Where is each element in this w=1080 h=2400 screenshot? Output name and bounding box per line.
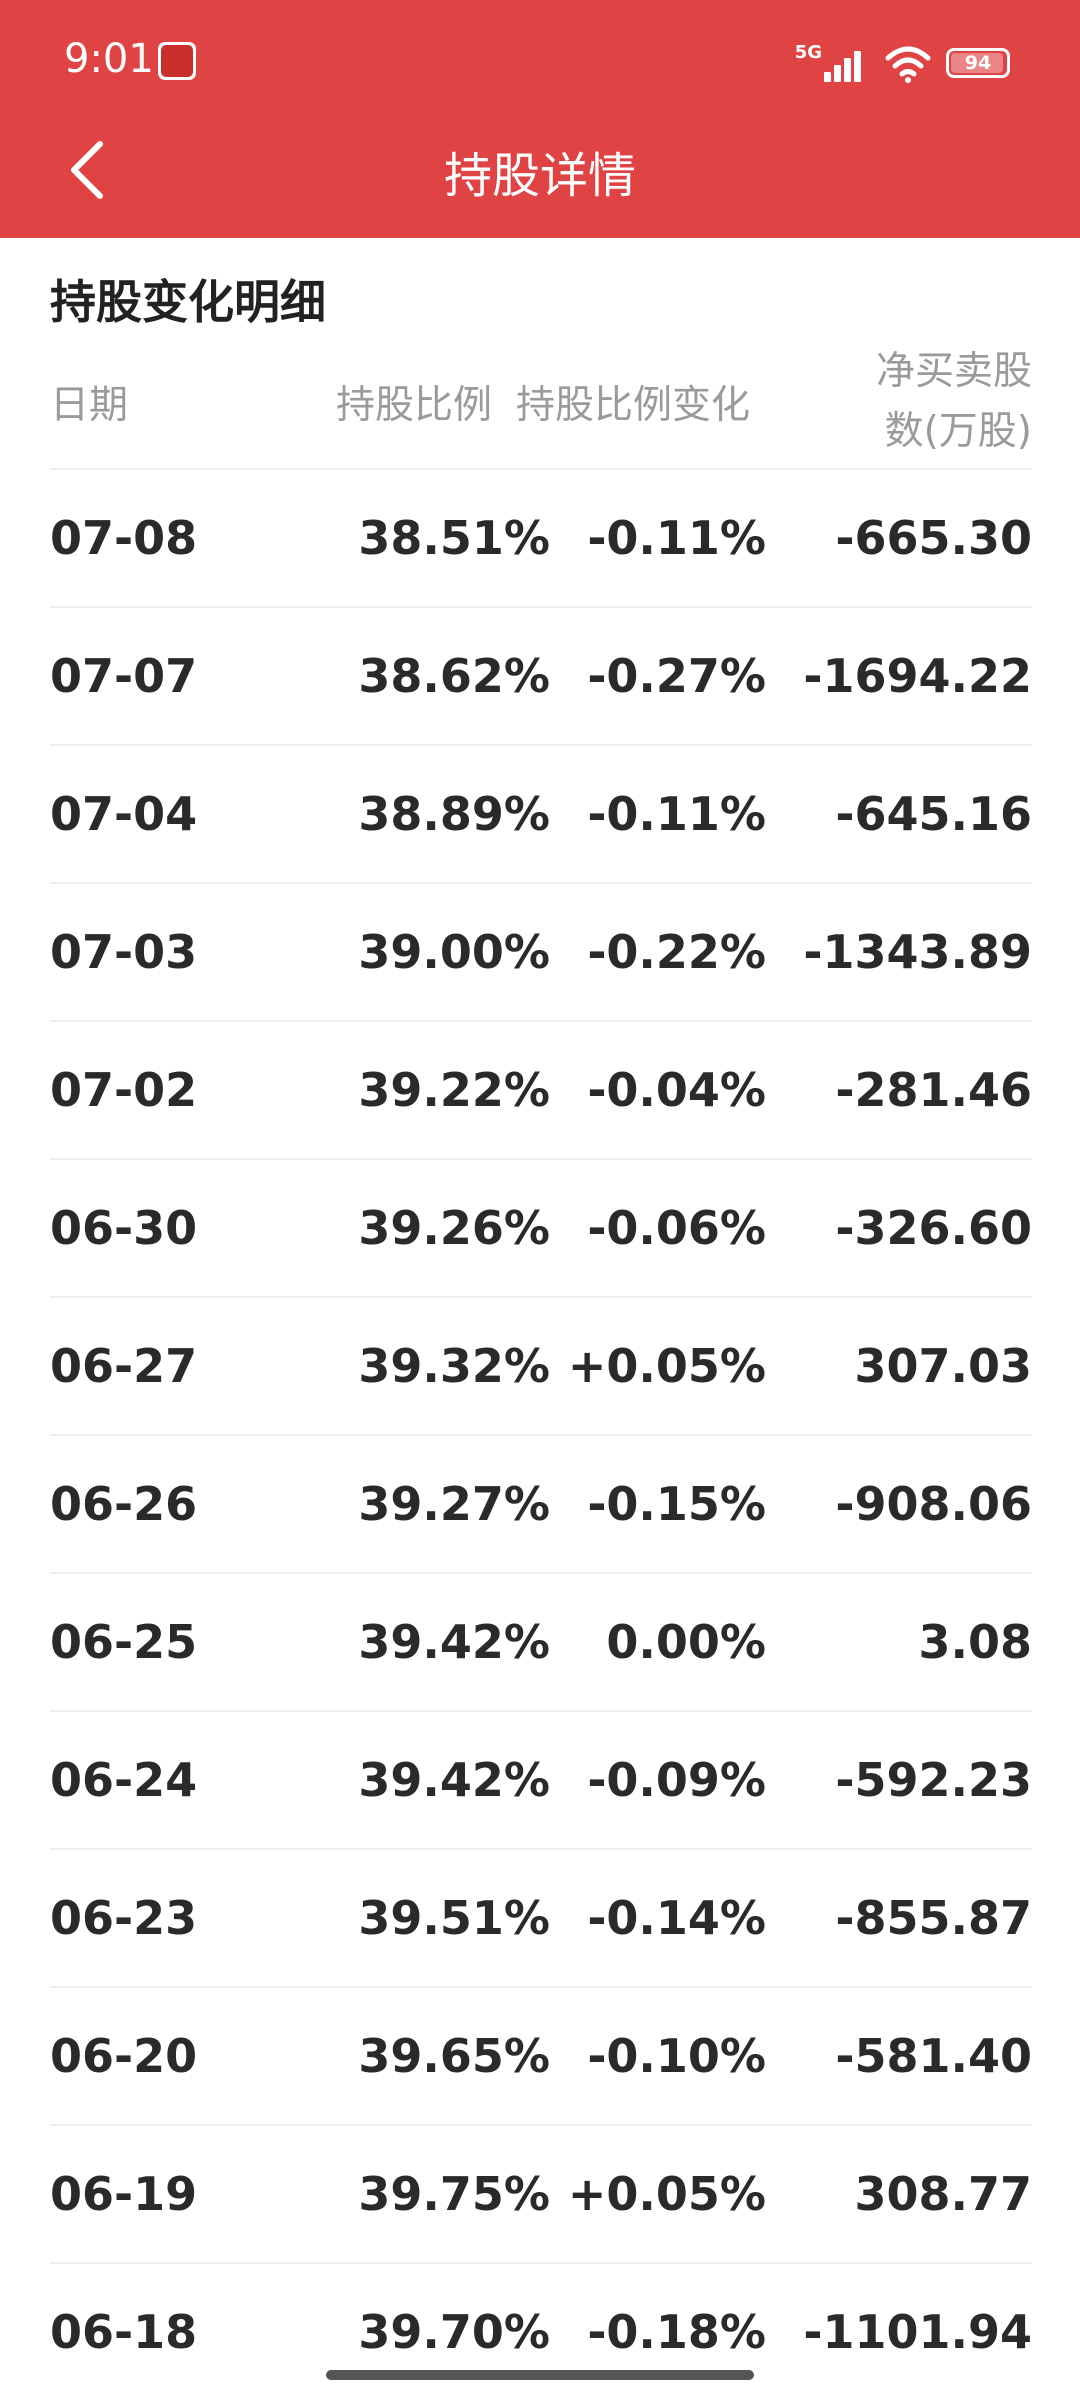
table-row[interactable]: 06-25 39.42% 0.00% 3.08 [50,1574,1032,1712]
app-header: 9:01 5G 94 [0,0,1080,238]
cell-change: +0.05% [567,2167,766,2221]
table-row[interactable]: 06-18 39.70% -0.18% -1101.94 [50,2264,1032,2400]
cell-date: 06-30 [50,1201,198,1255]
cell-date: 06-18 [50,2305,198,2359]
cell-net: -1101.94 [803,2305,1032,2359]
cell-net: -908.06 [835,1477,1032,1531]
cell-date: 07-08 [50,511,198,565]
table-row[interactable]: 06-19 39.75% +0.05% 308.77 [50,2126,1032,2264]
network-type-label: 5G [794,42,822,63]
column-header-net: 净买卖股 数(万股) [802,342,1032,462]
table-row[interactable]: 06-26 39.27% -0.15% -908.06 [50,1436,1032,1574]
cell-ratio: 39.70% [358,2305,550,2359]
cell-net: 3.08 [918,1615,1033,1669]
cell-date: 07-03 [50,925,198,979]
section-title: 持股变化明细 [50,275,326,329]
table-row[interactable]: 07-08 38.51% -0.11% -665.30 [50,470,1032,608]
cell-ratio: 39.75% [358,2167,550,2221]
cell-date: 06-25 [50,1615,198,1669]
cell-change: -0.09% [587,1753,766,1807]
column-header-change: 持股比例变化 [516,383,751,428]
cell-change: -0.11% [587,787,766,841]
cell-date: 07-02 [50,1063,198,1117]
cell-net: 308.77 [854,2167,1032,2221]
table-row[interactable]: 06-20 39.65% -0.10% -581.40 [50,1988,1032,2126]
cellular-signal-icon [824,46,870,82]
column-header-net-line1: 净买卖股 [875,349,1032,394]
cell-change: -0.11% [587,511,766,565]
cell-ratio: 39.42% [358,1615,550,1669]
back-button[interactable] [56,130,126,210]
column-header-net-line2: 数(万股) [884,409,1032,454]
holdings-table: 日期 持股比例 持股比例变化 净买卖股 数(万股) 07-08 38.51% -0.… [50,338,1032,2400]
table-row[interactable]: 07-02 39.22% -0.04% -281.46 [50,1022,1032,1160]
cell-change: 0.00% [606,1615,766,1669]
status-icons: 5G 94 [760,40,1020,84]
cell-ratio: 39.22% [358,1063,550,1117]
cell-change: +0.05% [567,1339,766,1393]
wifi-icon [885,46,931,83]
cell-date: 06-23 [50,1891,198,1945]
cell-change: -0.15% [587,1477,766,1531]
cell-date: 06-24 [50,1753,198,1807]
table-row[interactable]: 07-07 38.62% -0.27% -1694.22 [50,608,1032,746]
cell-net: -281.46 [835,1063,1032,1117]
battery-level: 94 [964,52,992,74]
cell-change: -0.22% [587,925,766,979]
cell-ratio: 38.89% [358,787,550,841]
cell-ratio: 39.26% [358,1201,550,1255]
battery-icon: 94 [946,48,1010,78]
cell-net: -665.30 [835,511,1032,565]
cell-ratio: 38.51% [358,511,550,565]
cell-ratio: 39.27% [358,1477,550,1531]
cell-date: 07-04 [50,787,198,841]
cell-net: -1694.22 [803,649,1032,703]
cell-net: -1343.89 [803,925,1032,979]
status-bar: 9:01 5G 94 [0,0,1080,120]
cell-date: 06-26 [50,1477,198,1531]
cell-date: 06-19 [50,2167,198,2221]
table-row[interactable]: 06-23 39.51% -0.14% -855.87 [50,1850,1032,1988]
cell-ratio: 39.51% [358,1891,550,1945]
table-row[interactable]: 07-03 39.00% -0.22% -1343.89 [50,884,1032,1022]
chevron-left-icon [71,141,103,199]
status-time: 9:01 [64,36,154,82]
cell-net: -592.23 [835,1753,1032,1807]
table-row[interactable]: 06-24 39.42% -0.09% -592.23 [50,1712,1032,1850]
cell-ratio: 39.00% [358,925,550,979]
table-header: 日期 持股比例 持股比例变化 净买卖股 数(万股) [50,338,1032,470]
cell-date: 06-20 [50,2029,198,2083]
cell-net: 307.03 [854,1339,1032,1393]
cell-change: -0.14% [587,1891,766,1945]
table-row[interactable]: 06-30 39.26% -0.06% -326.60 [50,1160,1032,1298]
cell-change: -0.06% [587,1201,766,1255]
cell-change: -0.18% [587,2305,766,2359]
cell-ratio: 38.62% [358,649,550,703]
table-row[interactable]: 06-27 39.32% +0.05% 307.03 [50,1298,1032,1436]
cell-net: -581.40 [835,2029,1032,2083]
cell-net: -645.16 [835,787,1032,841]
cell-ratio: 39.65% [358,2029,550,2083]
cell-ratio: 39.42% [358,1753,550,1807]
page-title: 持股详情 [443,148,636,204]
table-body: 07-08 38.51% -0.11% -665.30 07-07 38.62% -0.27… [50,470,1032,2400]
column-header-date: 日期 [50,383,129,428]
cell-date: 07-07 [50,649,198,703]
cell-change: -0.10% [587,2029,766,2083]
table-row[interactable]: 07-04 38.89% -0.11% -645.16 [50,746,1032,884]
cell-change: -0.27% [587,649,766,703]
home-indicator[interactable] [326,2370,754,2380]
column-header-ratio: 持股比例 [336,383,493,428]
app-notification-icon [158,42,196,80]
cell-net: -855.87 [835,1891,1032,1945]
cell-net: -326.60 [835,1201,1032,1255]
cell-ratio: 39.32% [358,1339,550,1393]
cell-change: -0.04% [587,1063,766,1117]
cell-date: 06-27 [50,1339,198,1393]
